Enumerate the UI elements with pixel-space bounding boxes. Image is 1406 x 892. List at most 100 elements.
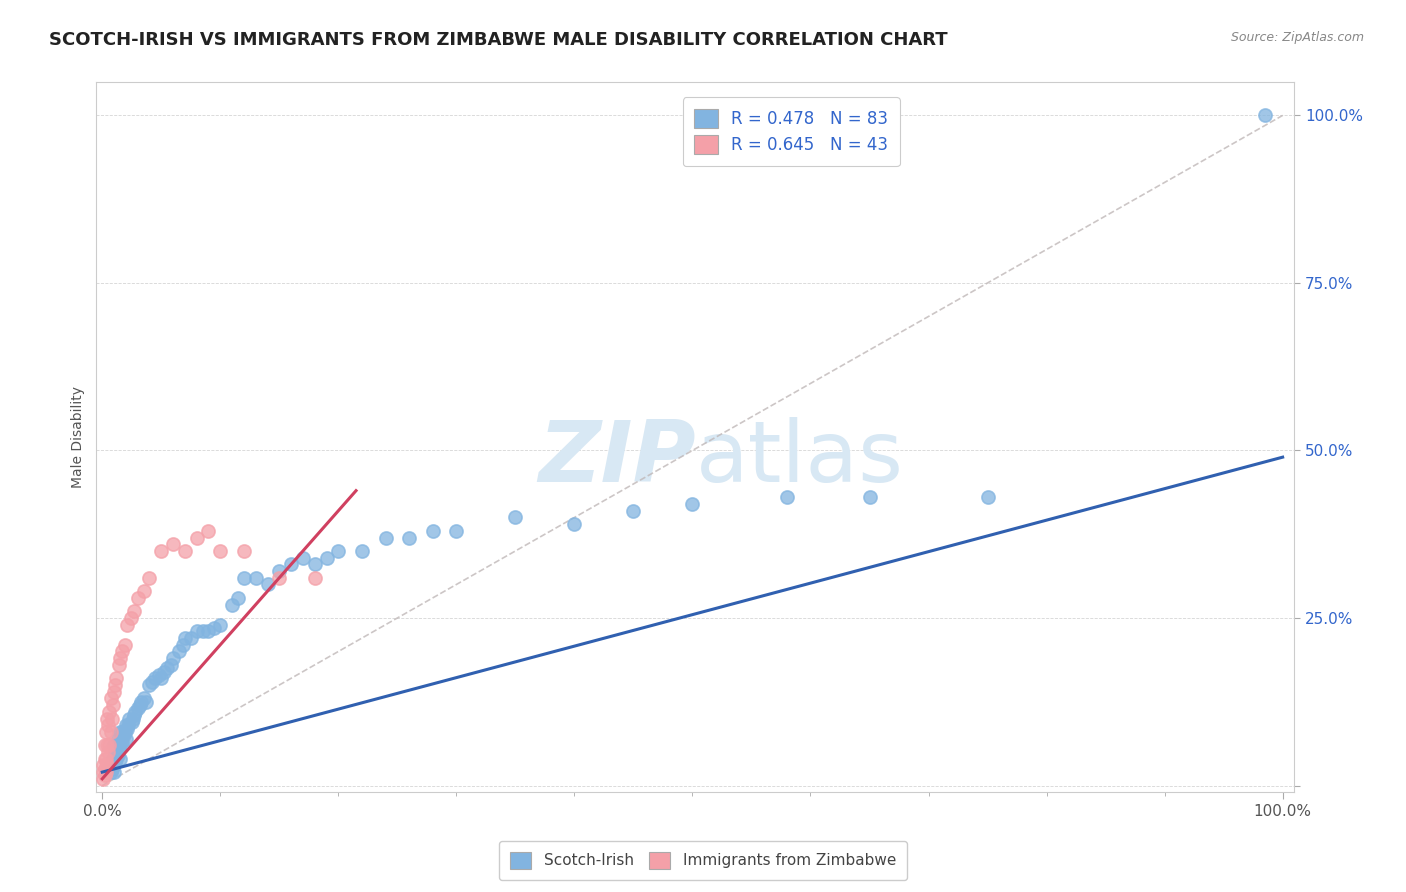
Point	[191, 624, 214, 639]
Point	[122, 604, 145, 618]
Point	[100, 758, 122, 772]
Point	[304, 558, 326, 572]
Point	[111, 725, 134, 739]
Point	[129, 698, 152, 712]
Point	[96, 711, 118, 725]
Point	[98, 705, 121, 719]
Point	[127, 701, 149, 715]
Point	[120, 611, 142, 625]
Point	[114, 725, 136, 739]
Point	[100, 725, 122, 739]
Point	[150, 544, 173, 558]
Point	[112, 728, 135, 742]
Point	[291, 550, 314, 565]
Y-axis label: Male Disability: Male Disability	[72, 386, 86, 488]
Point	[93, 762, 115, 776]
Point	[104, 678, 127, 692]
Legend: Scotch-Irish, Immigrants from Zimbabwe: Scotch-Irish, Immigrants from Zimbabwe	[499, 841, 907, 880]
Point	[209, 544, 232, 558]
Point	[103, 739, 125, 753]
Point	[124, 705, 146, 719]
Point	[97, 745, 120, 759]
Point	[98, 762, 121, 776]
Point	[132, 691, 155, 706]
Point	[858, 491, 880, 505]
Point	[94, 765, 117, 780]
Point	[173, 631, 195, 645]
Point	[115, 718, 138, 732]
Point	[101, 752, 124, 766]
Point	[104, 745, 127, 759]
Point	[114, 638, 136, 652]
Point	[103, 758, 125, 772]
Point	[108, 739, 131, 753]
Point	[105, 671, 128, 685]
Legend: R = 0.478   N = 83, R = 0.645   N = 43: R = 0.478 N = 83, R = 0.645 N = 43	[683, 97, 900, 166]
Point	[135, 695, 157, 709]
Point	[122, 708, 145, 723]
Point	[256, 577, 278, 591]
Point	[97, 718, 120, 732]
Point	[221, 598, 243, 612]
Point	[93, 765, 115, 780]
Point	[121, 714, 143, 729]
Point	[100, 691, 122, 706]
Point	[93, 768, 115, 782]
Point	[167, 644, 190, 658]
Text: atlas: atlas	[696, 417, 904, 500]
Point	[122, 711, 145, 725]
Point	[682, 497, 704, 511]
Point	[162, 651, 184, 665]
Point	[623, 504, 645, 518]
Point	[232, 571, 254, 585]
Point	[350, 544, 373, 558]
Point	[245, 571, 267, 585]
Point	[107, 748, 129, 763]
Point	[1254, 108, 1277, 122]
Point	[105, 739, 128, 753]
Point	[108, 725, 131, 739]
Point	[96, 758, 118, 772]
Point	[93, 772, 115, 786]
Point	[197, 524, 219, 538]
Point	[156, 661, 179, 675]
Point	[103, 765, 125, 780]
Point	[108, 752, 131, 766]
Point	[111, 644, 134, 658]
Point	[374, 531, 396, 545]
Point	[269, 571, 291, 585]
Point	[186, 624, 208, 639]
Point	[202, 621, 225, 635]
Point	[110, 731, 132, 746]
Point	[129, 695, 152, 709]
Point	[101, 698, 124, 712]
Point	[108, 651, 131, 665]
Point	[115, 722, 138, 736]
Point	[94, 752, 117, 766]
Point	[315, 550, 337, 565]
Point	[150, 671, 173, 685]
Point	[209, 617, 232, 632]
Point	[104, 755, 127, 769]
Point	[100, 711, 122, 725]
Point	[105, 752, 128, 766]
Point	[304, 571, 326, 585]
Point	[101, 758, 124, 772]
Point	[976, 491, 998, 505]
Point	[226, 591, 249, 605]
Point	[159, 657, 181, 672]
Point	[138, 571, 160, 585]
Point	[93, 739, 115, 753]
Point	[98, 739, 121, 753]
Point	[111, 735, 134, 749]
Point	[232, 544, 254, 558]
Point	[107, 741, 129, 756]
Point	[141, 674, 163, 689]
Point	[93, 752, 115, 766]
Point	[145, 671, 167, 685]
Point	[96, 739, 118, 753]
Point	[100, 765, 122, 780]
Point	[107, 657, 129, 672]
Point	[148, 668, 170, 682]
Point	[115, 731, 138, 746]
